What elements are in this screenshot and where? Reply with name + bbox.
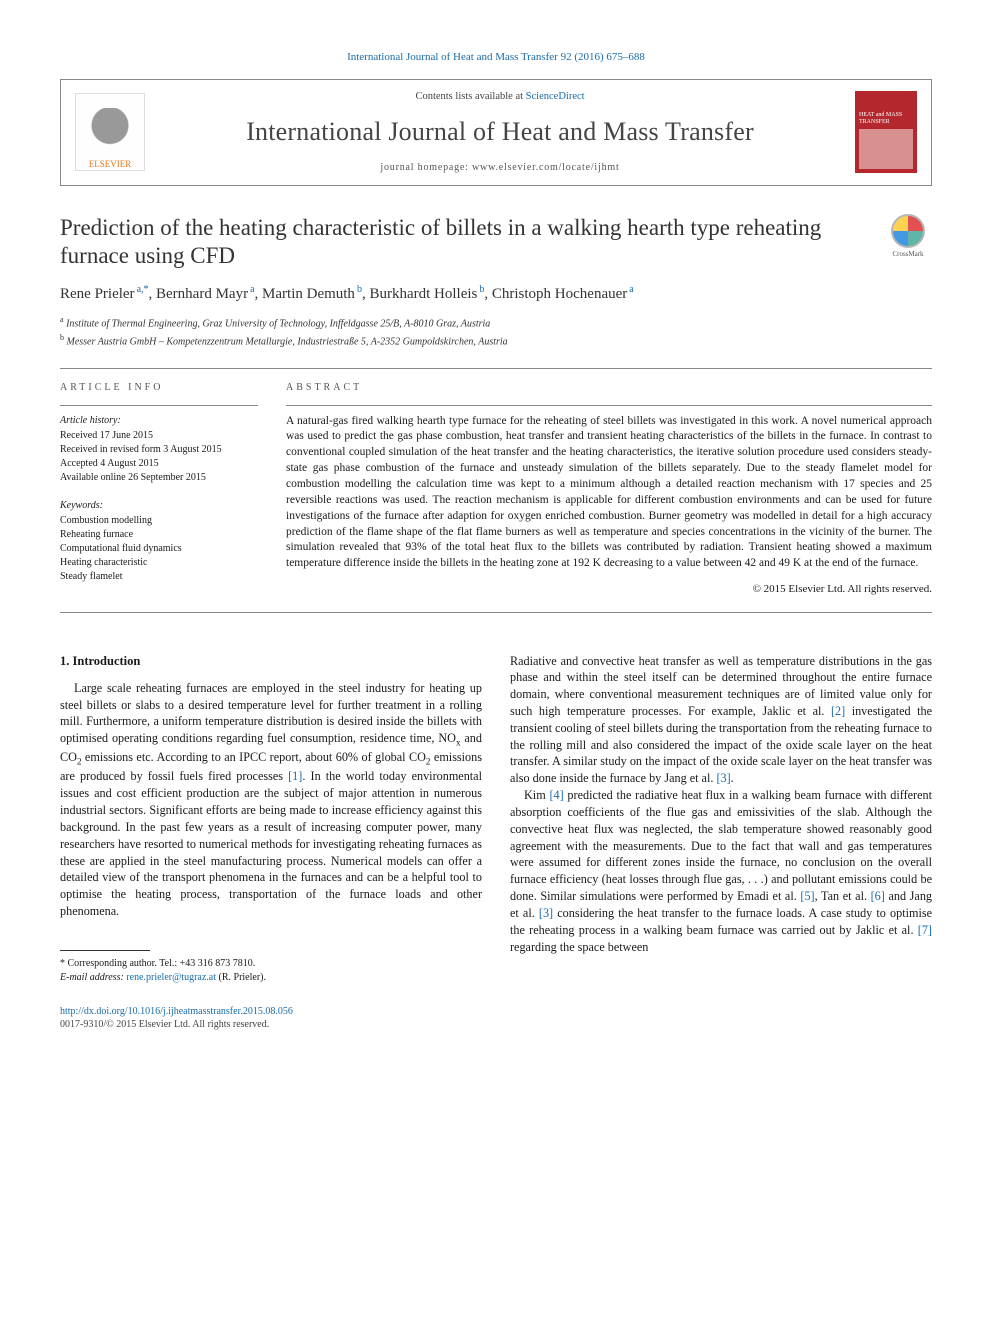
body-col-left: 1. Introduction Large scale reheating fu… bbox=[60, 653, 482, 985]
article-info-head: ARTICLE INFO bbox=[60, 381, 258, 395]
abstract-column: ABSTRACT A natural-gas fired walking hea… bbox=[286, 381, 932, 598]
corresponding-author: * Corresponding author. Tel.: +43 316 87… bbox=[60, 957, 482, 971]
homepage-url[interactable]: www.elsevier.com/locate/ijhmt bbox=[472, 162, 620, 173]
contents-prefix: Contents lists available at bbox=[415, 91, 525, 102]
elsevier-label: ELSEVIER bbox=[89, 158, 132, 170]
info-abstract-row: ARTICLE INFO Article history: Received 1… bbox=[60, 381, 932, 598]
article-title: Prediction of the heating characteristic… bbox=[60, 214, 872, 272]
email-who: (R. Prieler). bbox=[219, 972, 267, 983]
crossmark-label: CrossMark bbox=[892, 250, 923, 259]
issn-copyright: 0017-9310/© 2015 Elsevier Ltd. All right… bbox=[60, 1018, 932, 1032]
authors-line: Rene Prieler a,*, Bernhard Mayr a, Marti… bbox=[60, 283, 932, 304]
homepage-line: journal homepage: www.elsevier.com/locat… bbox=[145, 161, 855, 175]
email-label: E-mail address: bbox=[60, 972, 124, 983]
cover-text: HEAT and MASS TRANSFER bbox=[859, 112, 913, 125]
homepage-prefix: journal homepage: bbox=[380, 162, 472, 173]
abstract-head: ABSTRACT bbox=[286, 381, 932, 395]
info-rule bbox=[60, 405, 258, 406]
body-col-right: Radiative and convective heat transfer a… bbox=[510, 653, 932, 985]
journal-cover-thumb: HEAT and MASS TRANSFER bbox=[855, 91, 917, 173]
history-list: Received 17 June 2015Received in revised… bbox=[60, 429, 258, 485]
cover-image-placeholder bbox=[859, 129, 913, 169]
rule-top bbox=[60, 368, 932, 369]
abstract-text: A natural-gas fired walking hearth type … bbox=[286, 414, 932, 573]
footnotes: * Corresponding author. Tel.: +43 316 87… bbox=[60, 957, 482, 985]
abstract-copyright: © 2015 Elsevier Ltd. All rights reserved… bbox=[286, 582, 932, 597]
journal-name: International Journal of Heat and Mass T… bbox=[145, 114, 855, 149]
history-head: Article history: bbox=[60, 414, 258, 428]
email-line: E-mail address: rene.prieler@tugraz.at (… bbox=[60, 971, 482, 985]
doi-link[interactable]: http://dx.doi.org/10.1016/j.ijheatmasstr… bbox=[60, 1006, 293, 1017]
body-para-2b: Kim [4] predicted the radiative heat flu… bbox=[510, 787, 932, 955]
body-columns: 1. Introduction Large scale reheating fu… bbox=[60, 653, 932, 985]
keywords-block: Keywords: Combustion modellingReheating … bbox=[60, 499, 258, 584]
article-history-block: Article history: Received 17 June 2015Re… bbox=[60, 414, 258, 485]
keywords-list: Combustion modellingReheating furnaceCom… bbox=[60, 514, 258, 584]
contents-line: Contents lists available at ScienceDirec… bbox=[145, 90, 855, 104]
affiliations: a Institute of Thermal Engineering, Graz… bbox=[60, 314, 932, 350]
title-row: Prediction of the heating characteristic… bbox=[60, 214, 932, 272]
body-para-1: Large scale reheating furnaces are emplo… bbox=[60, 680, 482, 920]
footnote-rule bbox=[60, 950, 150, 951]
article-info-column: ARTICLE INFO Article history: Received 1… bbox=[60, 381, 258, 598]
elsevier-logo: ELSEVIER bbox=[75, 93, 145, 171]
elsevier-tree-icon bbox=[90, 108, 130, 158]
rule-mid bbox=[60, 612, 932, 613]
crossmark-badge[interactable]: CrossMark bbox=[884, 214, 932, 259]
body-para-2a: Radiative and convective heat transfer a… bbox=[510, 653, 932, 788]
author-email-link[interactable]: rene.prieler@tugraz.at bbox=[126, 972, 216, 983]
journal-reference: International Journal of Heat and Mass T… bbox=[60, 50, 932, 65]
keywords-head: Keywords: bbox=[60, 499, 258, 513]
page-footer: http://dx.doi.org/10.1016/j.ijheatmasstr… bbox=[60, 1005, 932, 1032]
section-head-intro: 1. Introduction bbox=[60, 653, 482, 670]
sciencedirect-link[interactable]: ScienceDirect bbox=[526, 91, 585, 102]
journal-header-box: ELSEVIER Contents lists available at Sci… bbox=[60, 79, 932, 186]
abstract-rule bbox=[286, 405, 932, 406]
page-container: International Journal of Heat and Mass T… bbox=[0, 0, 992, 1072]
header-center: Contents lists available at ScienceDirec… bbox=[145, 90, 855, 175]
crossmark-icon bbox=[891, 214, 925, 248]
